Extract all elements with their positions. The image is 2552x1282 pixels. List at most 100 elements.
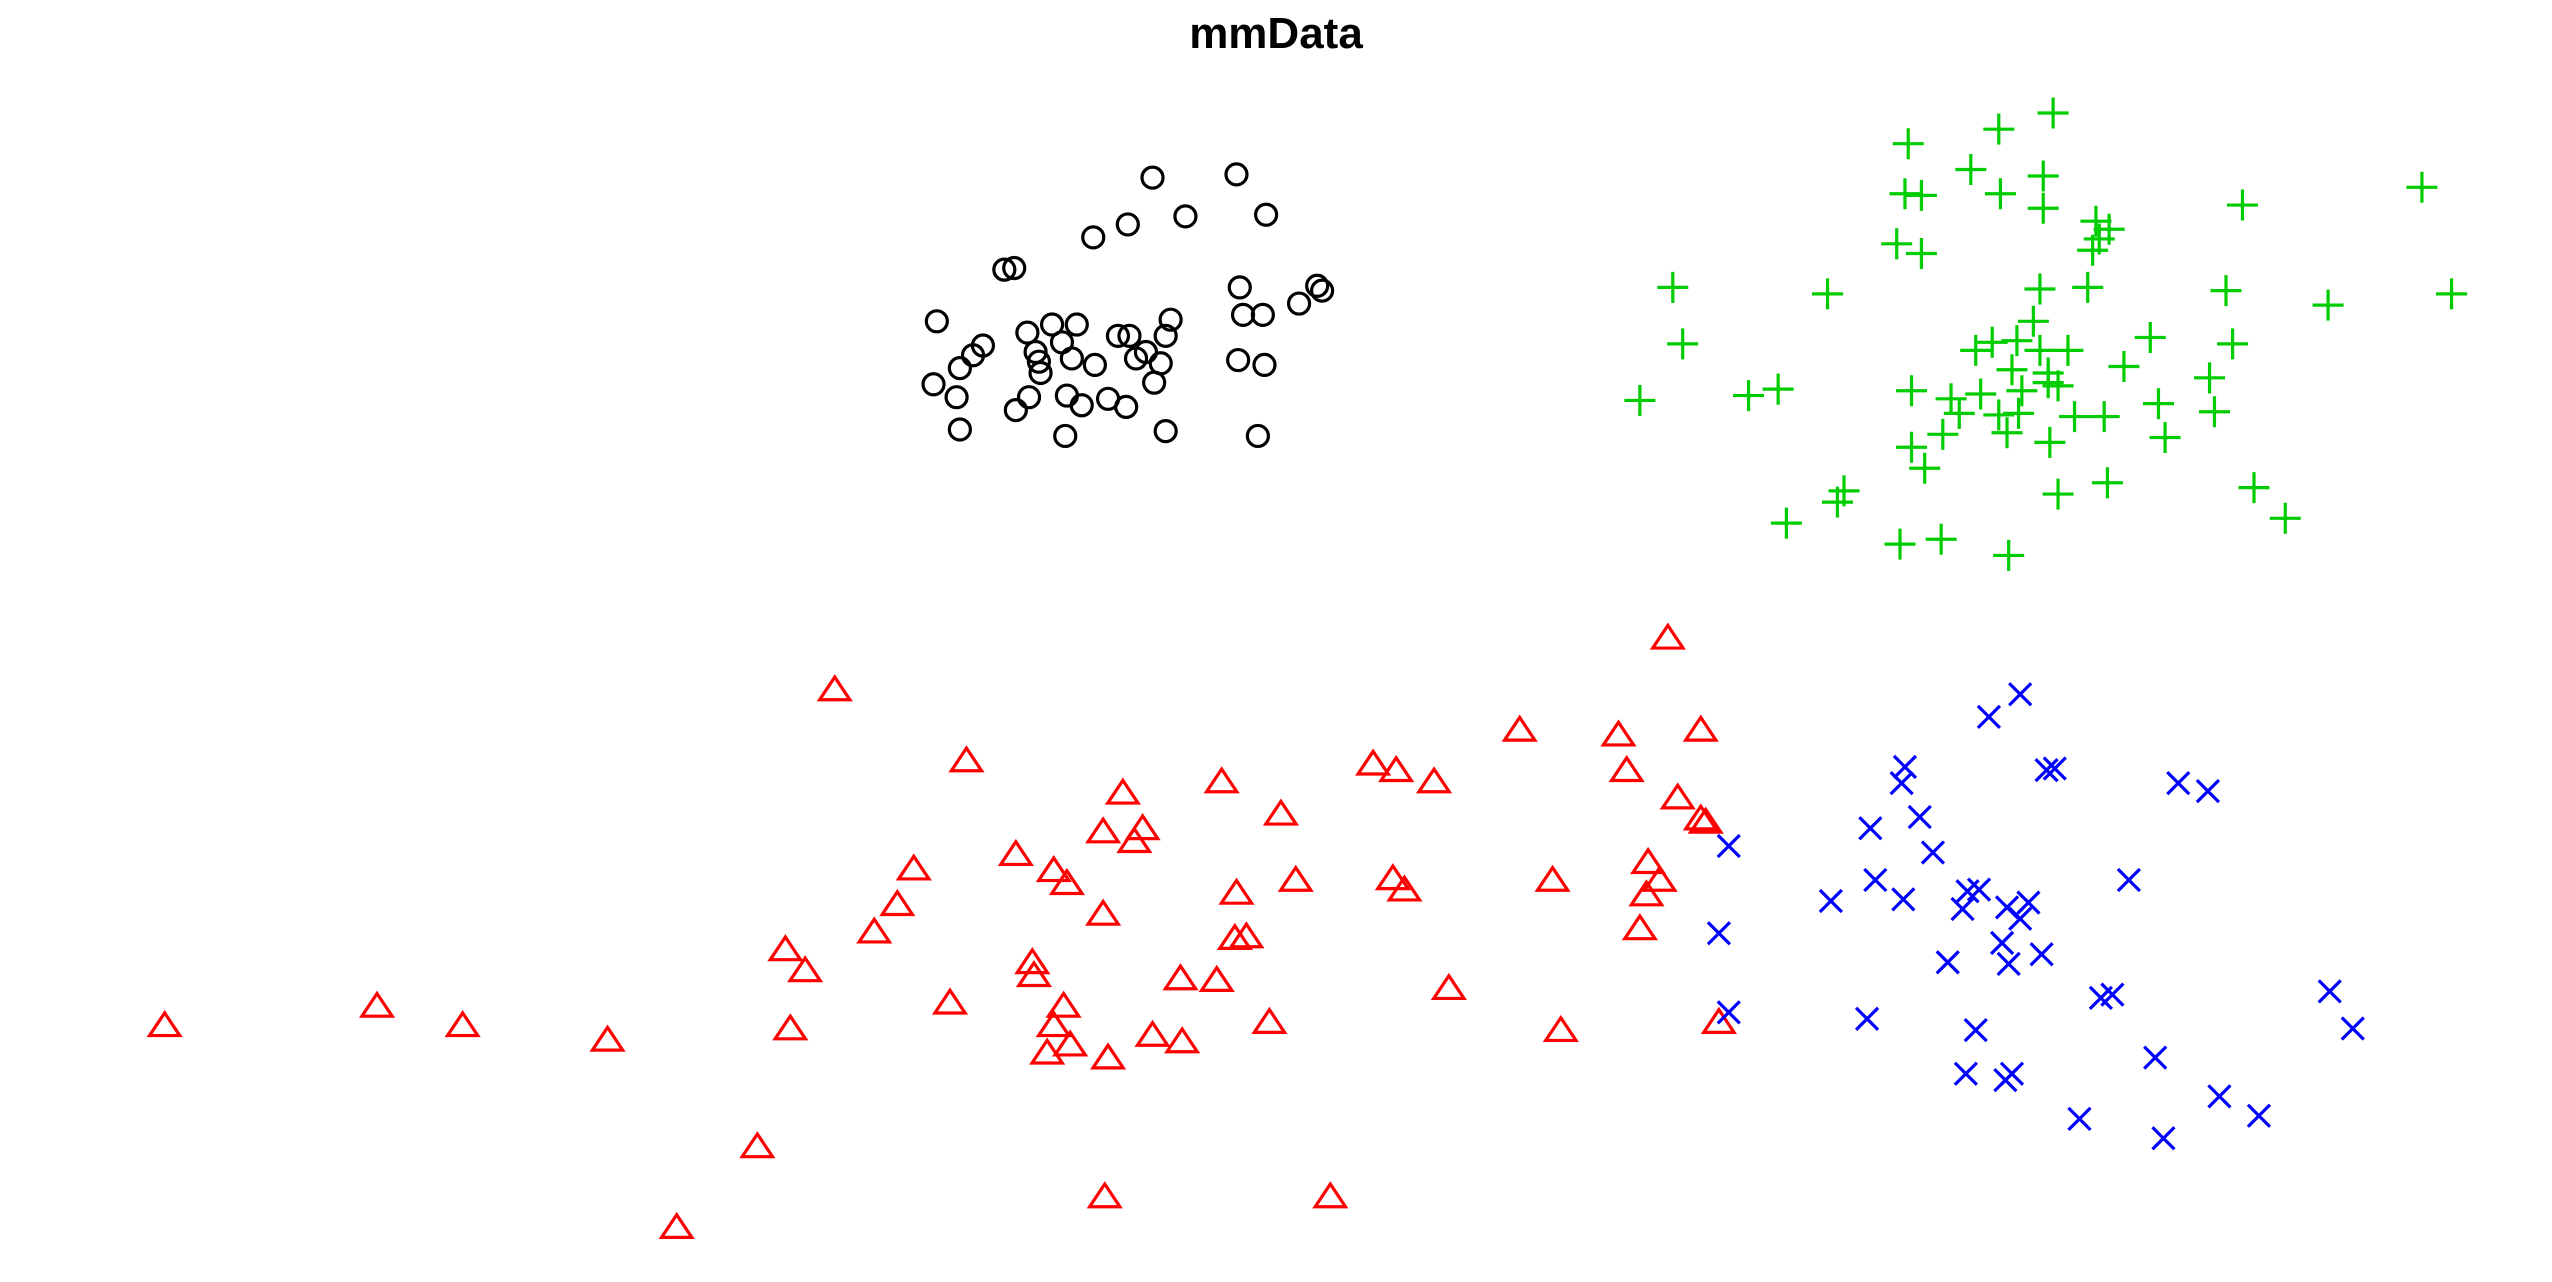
cross-point: [1706, 921, 1732, 946]
plus-point: [2088, 401, 2120, 433]
triangle-point: [1262, 798, 1300, 826]
plus-point: [2037, 97, 2069, 129]
triangle-point: [1015, 959, 1053, 988]
circle-point: [1115, 212, 1140, 237]
triangle-point: [1203, 766, 1240, 794]
triangle-point: [1085, 898, 1122, 926]
cross-point: [1863, 867, 1888, 893]
triangle-point: [1228, 921, 1265, 949]
circle-point: [1224, 162, 1249, 187]
cross-point: [2067, 1106, 2092, 1132]
plus-point: [1905, 237, 1937, 269]
triangle-point: [1198, 964, 1235, 992]
triangle-point: [1085, 816, 1122, 844]
circle-point: [1158, 307, 1183, 332]
circle-point: [1226, 347, 1251, 373]
triangle-point: [358, 990, 396, 1018]
triangle-point: [1216, 922, 1253, 950]
points-layer: [146, 97, 2468, 1239]
triangle-point: [1086, 1181, 1123, 1209]
circle-point: [1016, 385, 1042, 410]
cross-point: [2034, 758, 2059, 783]
plus-point: [2210, 275, 2242, 307]
plus-point: [2042, 370, 2074, 402]
triangle-point: [589, 1024, 626, 1052]
cross-point: [1989, 930, 2015, 956]
plus-point: [1905, 179, 1937, 211]
triangle-point: [1700, 1006, 1738, 1034]
triangle-point: [1162, 963, 1199, 991]
cross-point: [1996, 951, 2021, 977]
plus-point: [1896, 375, 1928, 407]
triangle-point: [1430, 972, 1467, 1001]
triangle-point: [739, 1131, 776, 1159]
circle-point: [1026, 349, 1052, 374]
circle-point: [1227, 275, 1252, 300]
chart-title: mmData: [1189, 9, 1363, 58]
triangle-point: [1501, 714, 1538, 742]
cross-point: [1716, 1000, 1741, 1025]
plus-point: [1983, 399, 2015, 431]
triangle-point: [856, 916, 893, 944]
plus-point: [2080, 205, 2112, 237]
triangle-point: [948, 745, 985, 773]
plus-point: [2059, 401, 2091, 433]
plus-point: [1881, 228, 1913, 260]
circle-point: [1305, 273, 1330, 298]
circle-point: [1245, 423, 1270, 449]
circle-point: [1082, 352, 1107, 378]
series-circle: [921, 162, 1335, 449]
plus-point: [1955, 154, 1987, 186]
triangle-point: [1116, 825, 1153, 854]
triangle-point: [1621, 913, 1658, 941]
plus-point: [2198, 396, 2230, 428]
plus-point: [2024, 273, 2056, 305]
triangle-point: [1629, 846, 1667, 875]
triangle-point: [1014, 947, 1051, 975]
cross-point: [1854, 1006, 1880, 1031]
plus-point: [1996, 354, 2028, 386]
cross-point: [1935, 950, 1960, 975]
circle-point: [1054, 383, 1080, 408]
triangle-point: [1600, 719, 1637, 747]
plus-point: [2226, 189, 2258, 221]
circle-point: [947, 417, 972, 442]
circle-point: [1286, 291, 1312, 316]
plus-point: [1993, 539, 2025, 571]
cross-point: [2317, 979, 2342, 1004]
triangle-point: [1542, 1014, 1579, 1043]
triangle-point: [1628, 879, 1665, 907]
plus-point: [2406, 171, 2438, 203]
plus-point: [1909, 452, 1941, 484]
cross-point: [2166, 770, 2191, 796]
plus-point: [1943, 397, 1975, 429]
triangle-point: [1029, 1037, 1066, 1065]
cross-point: [2100, 982, 2125, 1007]
circle-point: [1153, 323, 1178, 348]
circle-point: [924, 309, 949, 334]
plus-point: [2194, 362, 2226, 394]
plus-point: [2083, 223, 2115, 255]
triangle-point: [1682, 803, 1719, 831]
cross-point: [1976, 704, 2002, 730]
cross-point: [1892, 754, 1918, 780]
circle-point: [1064, 312, 1089, 337]
plus-point: [2091, 467, 2123, 499]
plus-point: [1821, 486, 1853, 518]
triangle-point: [1659, 782, 1696, 810]
plus-point: [1896, 431, 1928, 463]
triangle-point: [997, 838, 1034, 867]
plus-point: [1984, 178, 2016, 210]
triangle-point: [1164, 1026, 1201, 1054]
circle-point: [1310, 278, 1335, 303]
triangle-point: [816, 674, 853, 702]
circle-point: [944, 385, 969, 410]
circle-point: [947, 356, 972, 381]
plus-point: [1892, 128, 1924, 160]
triangle-point: [1052, 1029, 1089, 1057]
plus-point: [1991, 417, 2023, 449]
triangle-point: [1035, 1010, 1072, 1038]
triangle-point: [1534, 864, 1571, 892]
cross-point: [2042, 756, 2067, 781]
